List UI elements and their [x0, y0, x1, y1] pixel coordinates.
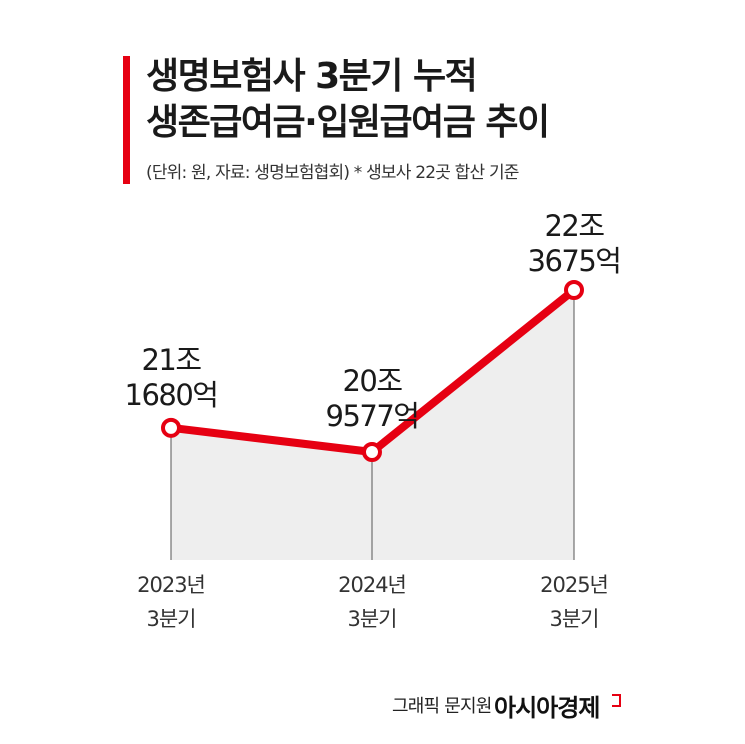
title-line-1: 생명보험사 3분기 누적 [146, 56, 478, 97]
x-tick-year: 2025년 [540, 573, 608, 597]
chart-subtitle: (단위: 원, 자료: 생명보험협회) * 생보사 22곳 합산 기준 [146, 163, 519, 183]
x-tick-label-2: 2024년 3분기 [338, 573, 406, 631]
chart-title: 생명보험사 3분기 누적 생존급여금·입원급여금 추이 [146, 54, 550, 146]
x-tick-year: 2024년 [338, 573, 406, 597]
value-label-line-2: 9577억 [326, 399, 419, 433]
value-label-line-2: 3675억 [528, 244, 621, 278]
x-tick-quarter: 3분기 [549, 607, 598, 631]
x-tick-quarter: 3분기 [347, 607, 396, 631]
title-line-2: 생존급여금·입원급여금 추이 [146, 102, 550, 143]
value-label-3: 22조 3675억 [528, 209, 621, 278]
value-label-line-1: 21조 [141, 343, 201, 377]
brand-mark-icon [612, 694, 621, 707]
data-point-1 [161, 417, 181, 438]
x-tick-label-1: 2023년 3분기 [137, 573, 205, 631]
value-label-line-2: 1680억 [125, 378, 218, 412]
brand-logo-text: 아시아경제 [494, 694, 600, 722]
value-label-line-1: 20조 [342, 364, 402, 398]
data-point-2 [362, 442, 382, 462]
data-point-3 [564, 280, 584, 300]
x-tick-label-3: 2025년 3분기 [540, 573, 608, 631]
x-tick-quarter: 3분기 [146, 607, 195, 631]
value-label-2: 20조 9577억 [326, 364, 419, 433]
area-fill [171, 290, 574, 560]
title-accent-bar [123, 56, 130, 184]
value-label-1: 21조 1680억 [125, 343, 218, 412]
graphic-credit: 그래픽 문지원 [392, 696, 492, 717]
x-tick-year: 2023년 [137, 573, 205, 597]
value-label-line-1: 22조 [544, 209, 604, 243]
